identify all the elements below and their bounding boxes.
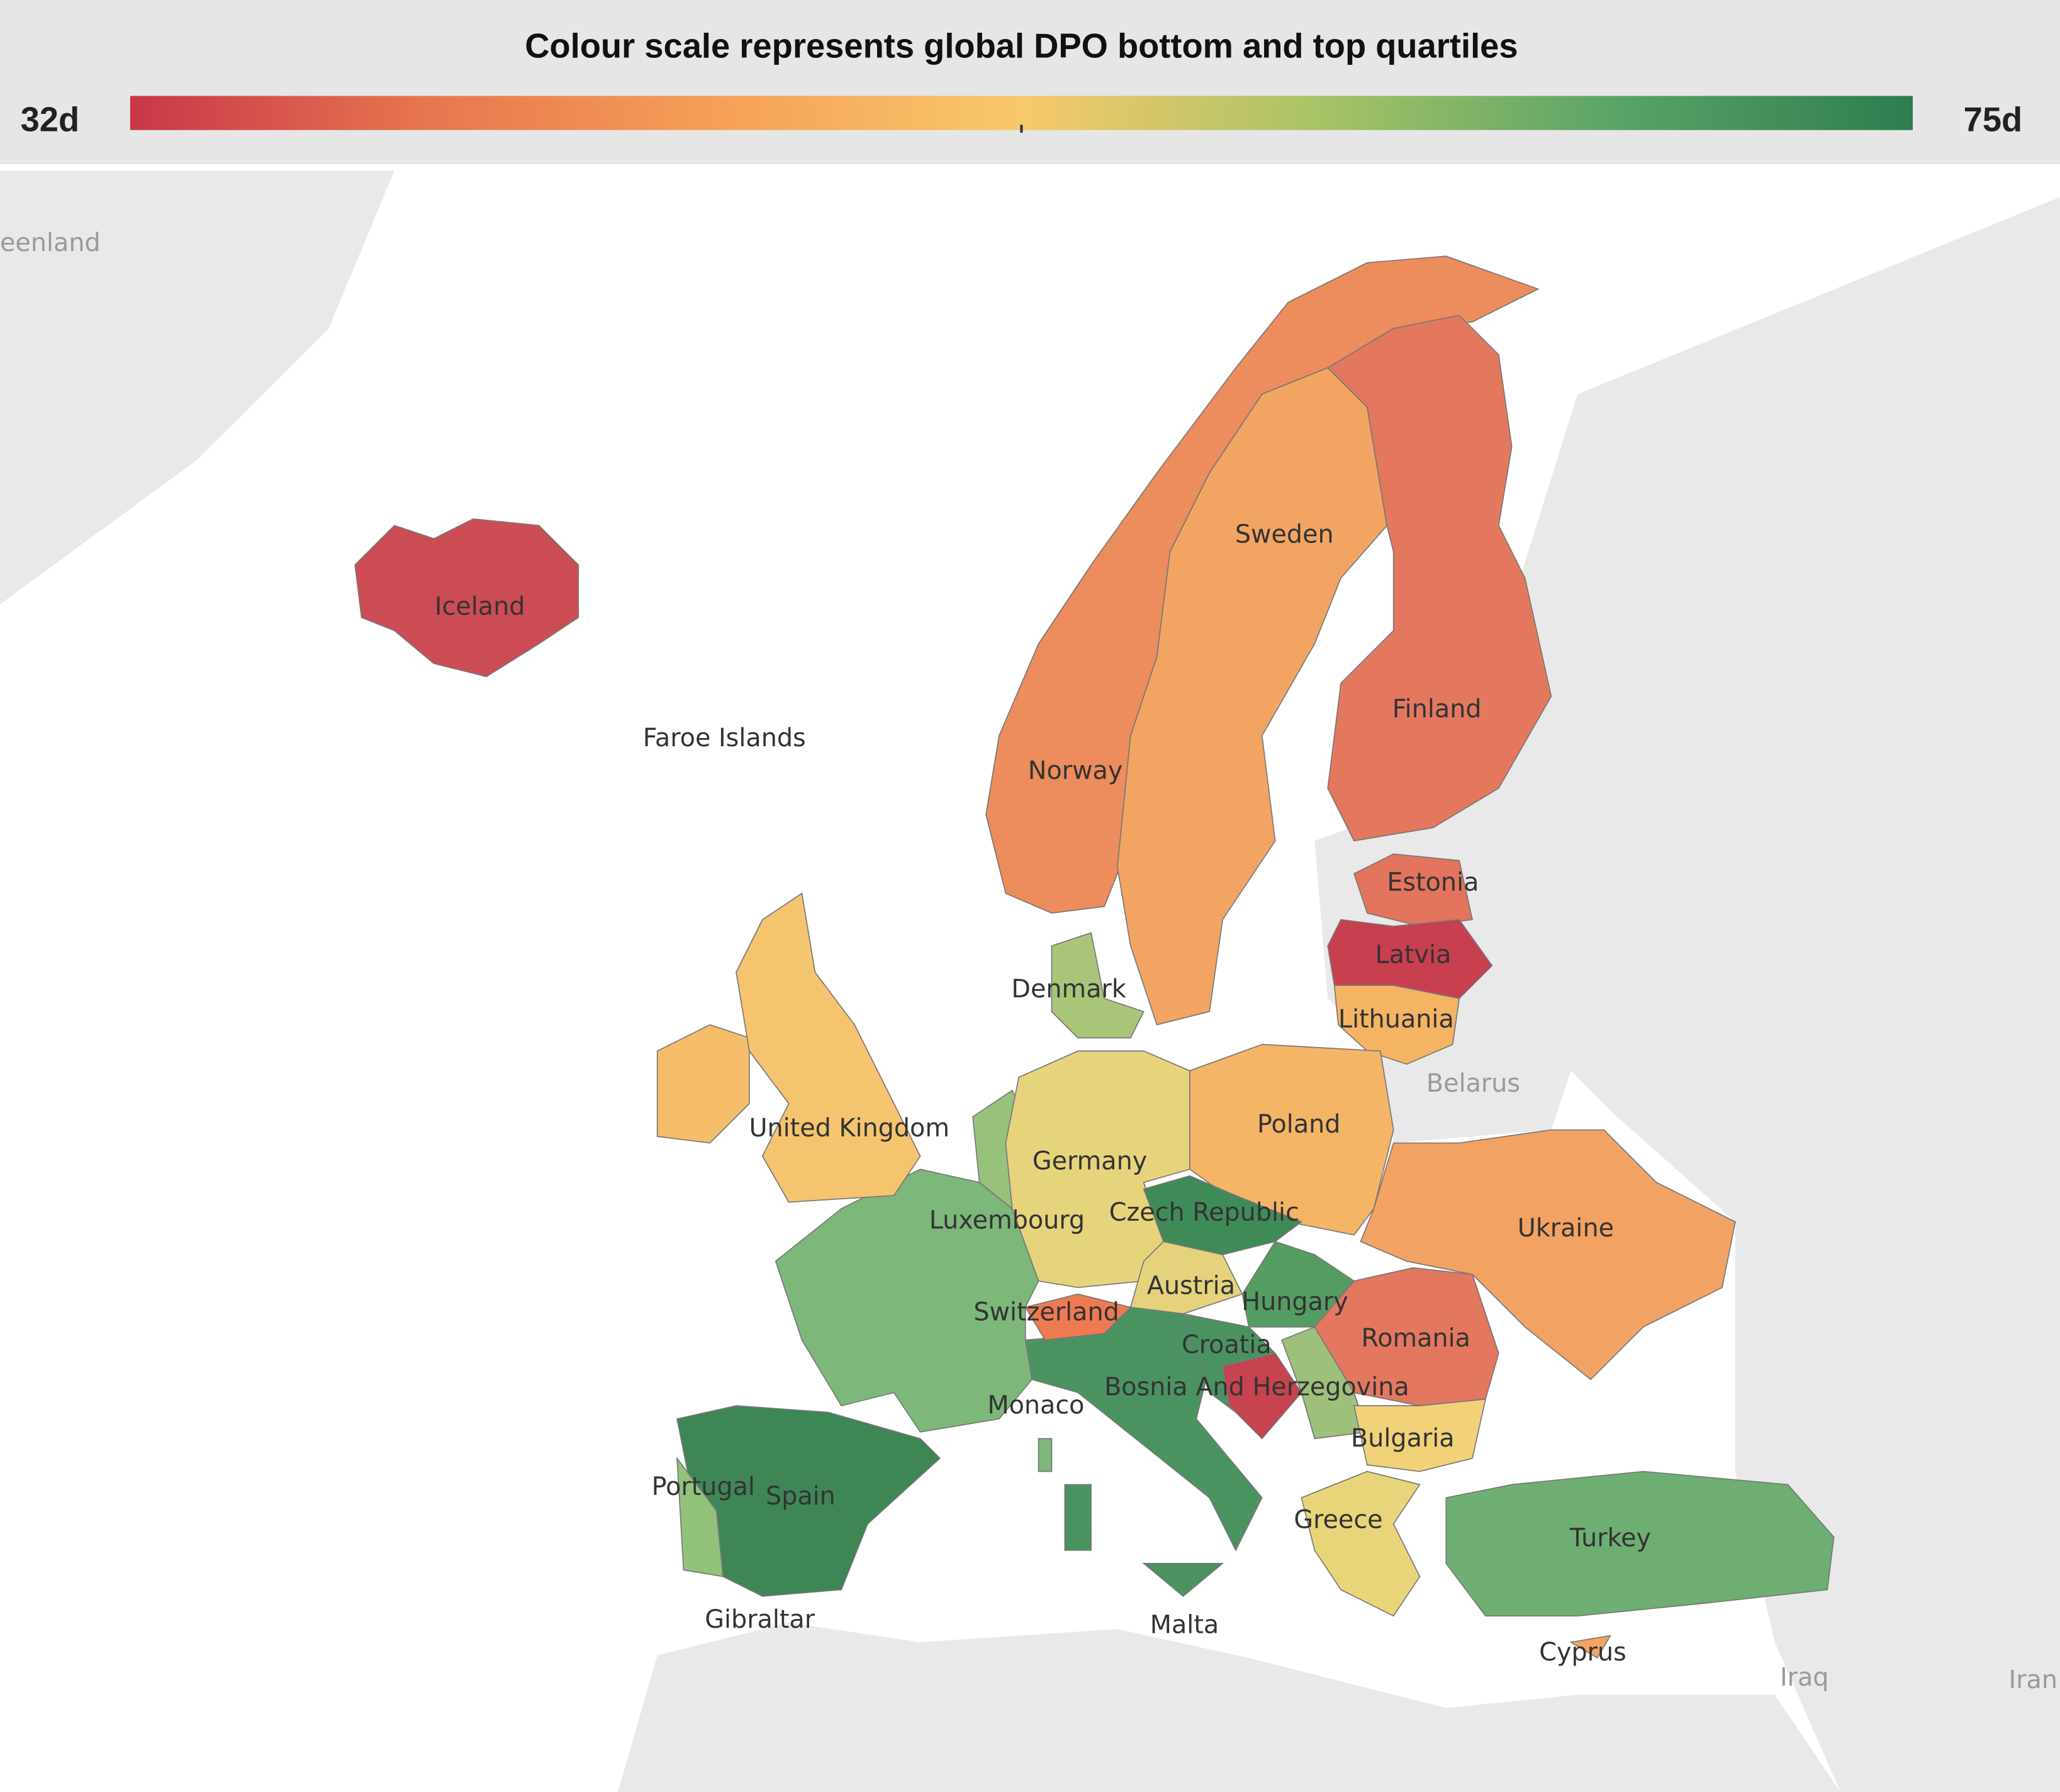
background-label: eenland <box>0 228 101 257</box>
country-label: United Kingdom <box>749 1114 949 1143</box>
country-label: Denmark <box>1011 975 1126 1004</box>
title: Colour scale represents global DPO botto… <box>525 27 1518 65</box>
country <box>1353 1398 1487 1472</box>
scale-min: 32d <box>21 101 80 139</box>
country-label: Poland <box>1257 1110 1340 1139</box>
country <box>1051 932 1145 1039</box>
country-label: Ukraine <box>1518 1214 1614 1243</box>
background-label: Iraq <box>1780 1663 1829 1692</box>
country-label: Cyprus <box>1539 1638 1626 1667</box>
region <box>656 1024 750 1144</box>
country-label: Croatia <box>1182 1331 1272 1360</box>
country-label: Monaco <box>987 1391 1084 1420</box>
background-land <box>0 171 2060 1792</box>
region <box>1038 1438 1053 1472</box>
country-label: Malta <box>1150 1610 1219 1639</box>
region <box>1064 1484 1092 1551</box>
country-label: Bulgaria <box>1351 1424 1455 1453</box>
country-label: Gibraltar <box>705 1605 815 1634</box>
country-label: Romania <box>1361 1324 1470 1353</box>
country-label: Austria <box>1147 1272 1235 1301</box>
country-label: Switzerland <box>973 1297 1119 1326</box>
background-label: Iran <box>2009 1666 2057 1694</box>
country <box>1024 1293 1132 1341</box>
country <box>1314 1267 1499 1406</box>
country <box>676 1456 724 1577</box>
country-label: Lithuania <box>1338 1005 1454 1034</box>
region <box>1142 1562 1224 1597</box>
country <box>1445 1470 1835 1617</box>
background-label: Belarus <box>1426 1069 1520 1098</box>
country-label: Hungary <box>1241 1287 1348 1316</box>
country-label: Faroe Islands <box>643 724 806 753</box>
country-label: Turkey <box>1569 1524 1651 1553</box>
country-label: Estonia <box>1387 868 1479 897</box>
country-label: Spain <box>766 1482 836 1511</box>
scale-max: 75d <box>1964 101 2023 139</box>
country-label: Norway <box>1028 756 1123 785</box>
country <box>1333 985 1460 1065</box>
country-label: Bosnia And Herzegovina <box>1104 1372 1409 1401</box>
header <box>0 0 2060 164</box>
country <box>1222 1352 1302 1440</box>
country-label: Sweden <box>1235 520 1334 549</box>
country <box>1117 367 1388 1026</box>
country-label: Portugal <box>652 1472 755 1501</box>
country-label: Germany <box>1033 1146 1147 1175</box>
country-label: Iceland <box>435 592 525 621</box>
country <box>1569 1635 1612 1659</box>
country <box>1301 1470 1421 1617</box>
country <box>736 892 921 1203</box>
country <box>1353 853 1474 927</box>
country-label: Latvia <box>1375 941 1452 970</box>
country-label: Luxembourg <box>929 1206 1085 1235</box>
country <box>1360 1129 1736 1380</box>
country-label: Finland <box>1392 695 1482 724</box>
country-label: Czech Republic <box>1109 1198 1299 1227</box>
country <box>1326 315 1552 842</box>
country-label: Greece <box>1294 1505 1382 1534</box>
country <box>354 518 579 678</box>
colour-scale-bar <box>130 96 1913 130</box>
